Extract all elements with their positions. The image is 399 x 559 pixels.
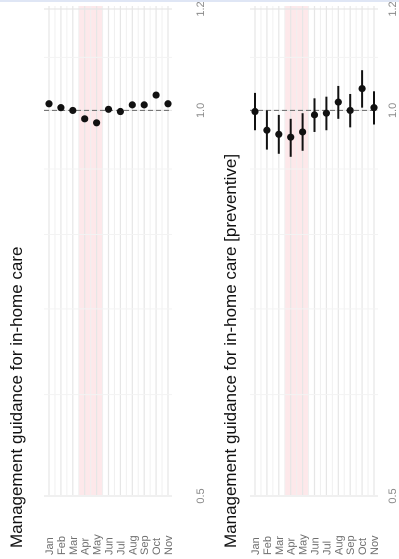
data-point [57, 104, 65, 112]
x-tick-label: Feb [262, 536, 274, 555]
data-point [81, 115, 89, 123]
x-tick-label: May [92, 534, 104, 555]
data-point [310, 111, 319, 119]
y-tick-label: 1.0 [195, 103, 207, 118]
x-tick-label: Nov [163, 535, 175, 555]
data-point [275, 130, 283, 138]
data-point [93, 119, 101, 127]
x-tick-label: Oct [151, 538, 163, 555]
data-point [358, 85, 366, 93]
x-tick-label: Mar [274, 536, 286, 555]
chart-title: Management guidance for in-home care [7, 247, 26, 548]
x-tick-label: Jul [321, 541, 333, 555]
x-tick-label: Mar [68, 536, 80, 555]
x-tick-label: Jan [44, 537, 56, 555]
chart-in-home-care: Management guidance for in-home care 0.5… [7, 1, 207, 555]
data-point [152, 91, 160, 99]
data-point [263, 126, 271, 134]
data-point [334, 98, 342, 106]
y-tick-label: 1.2 [195, 1, 207, 16]
x-tick-label: Aug [127, 535, 139, 555]
x-tick-label: Jun [104, 537, 116, 555]
data-point [251, 107, 259, 116]
data-point [370, 104, 378, 112]
x-tick-label: Aug [333, 535, 345, 555]
y-tick-label: 0.5 [387, 488, 399, 503]
plot-area: 0.5 1.0 1.2 Jan Feb Mar Apr May Jun Jul Aug Sep Oct N… [250, 1, 399, 555]
x-tick-label: Oct [357, 538, 369, 555]
data-point [346, 106, 354, 115]
x-tick-label: Jun [310, 537, 322, 555]
x-tick-label: May [298, 534, 310, 555]
data-point [164, 100, 172, 108]
x-tick-label: Jan [250, 537, 262, 555]
data-point [116, 107, 124, 116]
chart-title: Management guidance for in-home care [pr… [221, 154, 240, 548]
x-tick-label: Nov [369, 535, 381, 555]
data-point [45, 100, 53, 108]
chart-in-home-care-preventive: Management guidance for in-home care [pr… [221, 1, 399, 555]
data-point [322, 109, 330, 117]
data-point [140, 101, 148, 109]
x-tick-label: Apr [80, 538, 92, 555]
x-tick-label: Sep [345, 535, 357, 555]
x-tick-label: Feb [56, 536, 68, 555]
data-point [104, 105, 113, 113]
data-point [69, 106, 77, 115]
plot-area: 0.5 1.0 1.2 Jan Feb Mar Apr May Jun Jul Aug Sep Oct N… [44, 1, 207, 555]
top-border [0, 0, 399, 2]
y-tick-label: 0.5 [195, 488, 207, 503]
x-tick-label: Apr [286, 538, 298, 555]
y-tick-label: 1.0 [387, 103, 399, 118]
data-point [287, 133, 295, 141]
data-point [299, 128, 307, 136]
x-tick-label: Jul [115, 541, 127, 555]
x-tick-label: Sep [139, 535, 151, 555]
data-point [128, 101, 136, 109]
y-tick-label: 1.2 [387, 1, 399, 16]
